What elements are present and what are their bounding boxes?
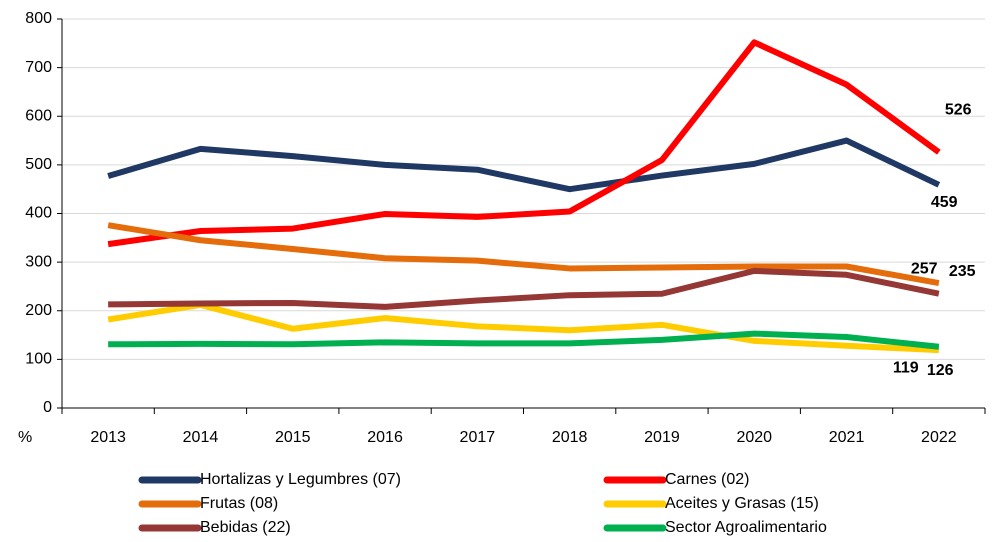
x-tick-label: 2013 <box>90 429 126 446</box>
data-label: 235 <box>949 263 976 280</box>
data-label: 119 <box>893 359 919 376</box>
x-tick-label: 2014 <box>183 429 219 446</box>
legend-label: Bebidas (22) <box>200 519 291 536</box>
series-line <box>108 330 940 350</box>
y-tick-label: 500 <box>25 156 52 173</box>
series-line <box>107 222 940 286</box>
x-tick-label: 2017 <box>460 429 496 446</box>
legend-label: Carnes (02) <box>665 471 749 488</box>
legend-label: Hortalizas y Legumbres (07) <box>200 471 401 488</box>
x-tick-label: 2020 <box>736 429 772 446</box>
data-label: 526 <box>945 101 972 118</box>
x-tick-label: 2022 <box>921 429 957 446</box>
legend-label: Sector Agroalimentario <box>665 519 827 536</box>
y-tick-label: 600 <box>25 107 52 124</box>
y-tick-label: 400 <box>25 205 52 222</box>
series-line <box>107 137 941 193</box>
y-tick-label: 0 <box>43 399 52 416</box>
series-line <box>107 39 941 248</box>
x-tick-label: 2019 <box>644 429 680 446</box>
legend-label: Aceites y Grasas (15) <box>665 495 819 512</box>
data-label: 459 <box>931 194 958 211</box>
y-tick-label: 800 <box>25 10 52 27</box>
legend-label: Frutas (08) <box>200 495 278 512</box>
y-tick-label: 200 <box>25 302 52 319</box>
y-unit-label: % <box>18 429 32 446</box>
data-label: 257 <box>911 260 938 277</box>
y-tick-label: 300 <box>25 253 52 270</box>
y-tick-label: 100 <box>25 351 52 368</box>
x-tick-label: 2018 <box>552 429 588 446</box>
y-tick-label: 700 <box>25 59 52 76</box>
data-label: 126 <box>927 362 954 379</box>
x-tick-label: 2021 <box>829 429 865 446</box>
series-line <box>108 267 940 310</box>
series-line <box>107 301 939 354</box>
x-tick-label: 2015 <box>275 429 311 446</box>
x-tick-label: 2016 <box>367 429 403 446</box>
